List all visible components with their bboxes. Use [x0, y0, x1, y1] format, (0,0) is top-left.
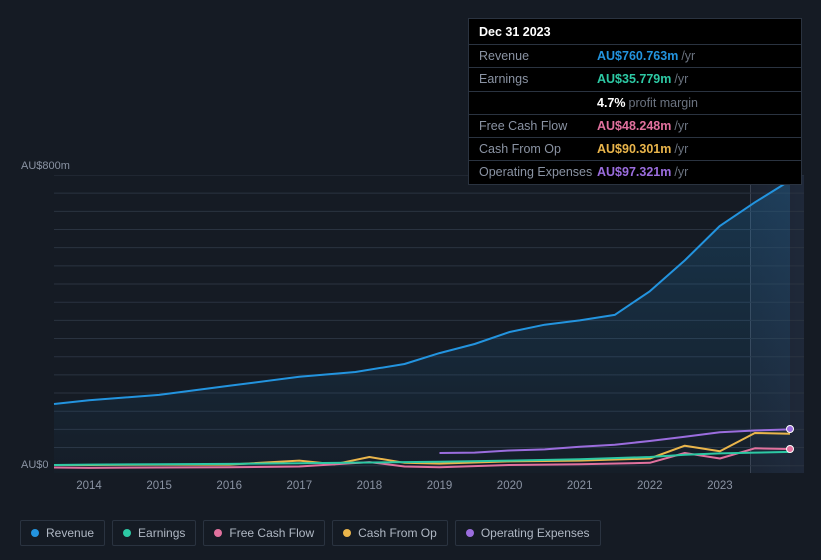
tooltip-row: Free Cash FlowAU$48.248m/yr: [469, 115, 801, 138]
tooltip-row-label: Operating Expenses: [479, 164, 597, 180]
legend-label: Revenue: [46, 526, 94, 540]
tooltip-row-value: AU$90.301m/yr: [597, 141, 688, 157]
xaxis-labels: 2014 2015 2016 2017 2018 2019 2020 2021 2022 2023: [18, 480, 804, 500]
tooltip-row-label: Cash From Op: [479, 141, 597, 157]
tooltip-row-label: Earnings: [479, 71, 597, 87]
legend-label: Operating Expenses: [481, 526, 590, 540]
xaxis-tick-label: 2018: [357, 480, 383, 492]
legend-item[interactable]: Revenue: [20, 520, 105, 546]
tooltip-row-value: AU$48.248m/yr: [597, 118, 688, 134]
tooltip-row-value: AU$760.763m/yr: [597, 48, 695, 64]
xaxis-tick-label: 2021: [567, 480, 593, 492]
legend-dot-icon: [123, 529, 131, 537]
tooltip-row: RevenueAU$760.763m/yr: [469, 45, 801, 68]
xaxis-tick-label: 2016: [216, 480, 242, 492]
xaxis-tick-label: 2022: [637, 480, 663, 492]
chart-tooltip: Dec 31 2023 RevenueAU$760.763m/yrEarning…: [468, 18, 802, 185]
yaxis-top-label: AU$800m: [21, 160, 70, 172]
series-area-revenue: [54, 181, 790, 474]
xaxis-tick-label: 2017: [287, 480, 313, 492]
legend-item[interactable]: Free Cash Flow: [203, 520, 325, 546]
xaxis-tick-label: 2014: [76, 480, 102, 492]
legend-label: Free Cash Flow: [229, 526, 314, 540]
tooltip-row-label: [479, 95, 597, 111]
tooltip-row-value: AU$97.321m/yr: [597, 164, 688, 180]
legend-item[interactable]: Cash From Op: [332, 520, 448, 546]
legend: Revenue Earnings Free Cash Flow Cash From O…: [20, 520, 601, 546]
xaxis-tick-label: 2023: [707, 480, 733, 492]
tooltip-row-value: AU$35.779m/yr: [597, 71, 688, 87]
tooltip-row-label: Revenue: [479, 48, 597, 64]
xaxis-tick-label: 2019: [427, 480, 453, 492]
xaxis-tick-label: 2015: [146, 480, 172, 492]
legend-dot-icon: [31, 529, 39, 537]
tooltip-row: Operating ExpensesAU$97.321m/yr: [469, 161, 801, 183]
legend-label: Cash From Op: [358, 526, 437, 540]
tooltip-date: Dec 31 2023: [469, 19, 801, 45]
legend-item[interactable]: Operating Expenses: [455, 520, 601, 546]
legend-label: Earnings: [138, 526, 185, 540]
series-end-dot: [786, 445, 794, 453]
tooltip-row-label: Free Cash Flow: [479, 118, 597, 134]
tooltip-row-value: 4.7%profit margin: [597, 95, 698, 111]
legend-dot-icon: [343, 529, 351, 537]
tooltip-row: Cash From OpAU$90.301m/yr: [469, 138, 801, 161]
tooltip-row: EarningsAU$35.779m/yr: [469, 68, 801, 91]
xaxis-tick-label: 2020: [497, 480, 523, 492]
legend-item[interactable]: Earnings: [112, 520, 196, 546]
legend-dot-icon: [466, 529, 474, 537]
series-end-dot: [786, 425, 794, 433]
financials-chart[interactable]: [18, 175, 804, 495]
tooltip-row: 4.7%profit margin: [469, 92, 801, 115]
legend-dot-icon: [214, 529, 222, 537]
